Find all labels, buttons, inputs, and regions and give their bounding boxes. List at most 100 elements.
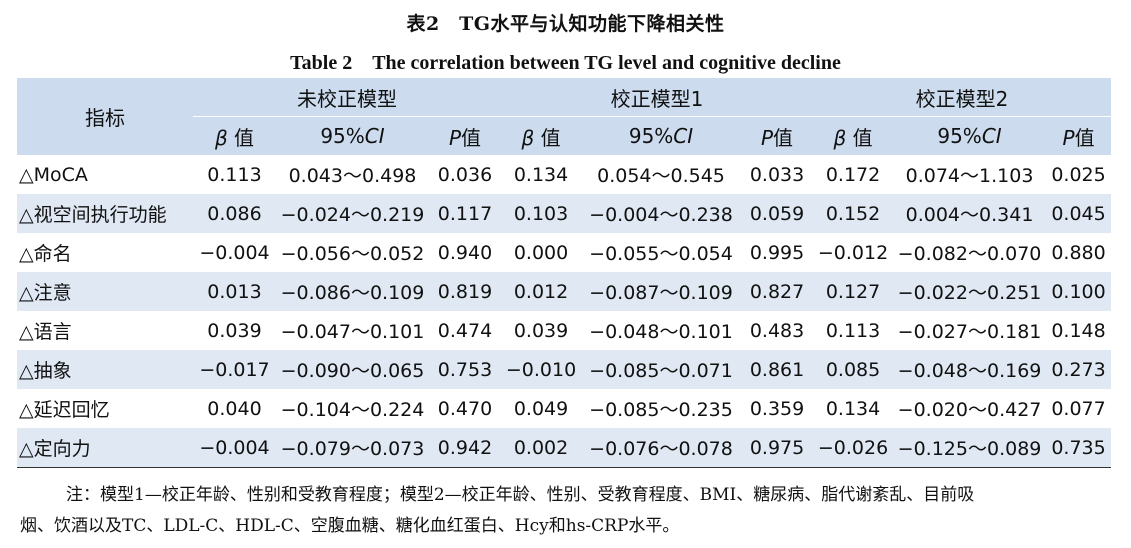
table-cell: 0.273 — [1046, 350, 1112, 389]
table-cell: −0.086～0.109 — [276, 272, 429, 311]
table-title-english: Table 2 The correlation between TG level… — [290, 52, 841, 74]
table-cell: 0.025 — [1046, 155, 1112, 194]
table-cell: −0.048～0.169 — [893, 350, 1047, 389]
table-cell: −0.012 — [813, 233, 894, 272]
table-row: △MoCA 0.113 0.043～0.498 0.036 0.134 0.054～0.5… — [17, 155, 1112, 194]
ci-label: CI — [364, 124, 385, 148]
table-cell: 0.045 — [1046, 194, 1112, 233]
footnote-line-1: 注：模型1—校正年龄、性别和受教育程度；模型2—校正年龄、性别、受教育程度、BM… — [66, 485, 975, 505]
table-cell: −0.022～0.251 — [893, 272, 1047, 311]
table-cell: −0.004 — [193, 428, 276, 468]
table-cell: 0.085 — [813, 350, 894, 389]
correlation-table: 指标 未校正模型 校正模型1 校正模型2 β 值 95%CI P值 β 值 95%CI P… — [17, 78, 1112, 468]
p-symbol: P — [760, 125, 774, 150]
beta-symbol: β — [521, 125, 535, 150]
table-cell: −0.020～0.427 — [893, 389, 1047, 428]
row-label: △MoCA — [17, 155, 193, 194]
ci-prefix: 95% — [320, 124, 365, 148]
p-symbol: P — [1062, 125, 1075, 150]
table-cell: 0.359 — [741, 389, 814, 428]
table-cell: −0.087～0.109 — [581, 272, 742, 311]
p-suffix: 值 — [461, 125, 482, 150]
table-cell: 0.470 — [429, 389, 502, 428]
p-suffix: 值 — [773, 125, 794, 150]
table-cell: 0.033 — [741, 155, 814, 194]
table-cell: −0.026 — [813, 428, 894, 468]
table-cell: −0.079～0.073 — [276, 428, 429, 468]
table-row: △注意 0.013 −0.086～0.109 0.819 0.012 −0.087～0.1… — [17, 272, 1112, 311]
table-cell: −0.125～0.089 — [893, 428, 1047, 468]
table-cell: −0.104～0.224 — [276, 389, 429, 428]
table-cell: 0.000 — [501, 233, 582, 272]
table-cell: −0.076～0.078 — [581, 428, 742, 468]
row-label: △语言 — [17, 311, 193, 350]
beta-symbol: β — [214, 125, 228, 150]
beta-suffix: 值 — [227, 125, 255, 150]
table-cell: 0.152 — [813, 194, 894, 233]
table-cell: −0.004～0.238 — [581, 194, 742, 233]
header-group-model2: 校正模型2 — [813, 78, 1112, 117]
table-cell: 0.049 — [501, 389, 582, 428]
table-cell: 0.012 — [501, 272, 582, 311]
table-cell: 0.975 — [741, 428, 814, 468]
beta-suffix: 值 — [846, 125, 873, 150]
ci-prefix: 95% — [937, 124, 982, 148]
table-cell: −0.085～0.071 — [581, 350, 742, 389]
table-cell: 0.002 — [501, 428, 582, 468]
table-cell: −0.017 — [193, 350, 276, 389]
table-cell: 0.004～0.341 — [893, 194, 1047, 233]
table-cell: 0.827 — [741, 272, 814, 311]
table-cell: 0.940 — [429, 233, 502, 272]
table-row: △命名 −0.004 −0.056～0.052 0.940 0.000 −0.055～0.… — [17, 233, 1112, 272]
table-row: △语言 0.039 −0.047～0.101 0.474 0.039 −0.048～0.1… — [17, 311, 1112, 350]
table-cell: 0.013 — [193, 272, 276, 311]
table-cell: −0.047～0.101 — [276, 311, 429, 350]
table-cell: 0.086 — [193, 194, 276, 233]
table-cell: 0.172 — [813, 155, 894, 194]
table-cell: −0.056～0.052 — [276, 233, 429, 272]
table-cell: −0.048～0.101 — [581, 311, 742, 350]
table-cell: −0.090～0.065 — [276, 350, 429, 389]
table-cell: 0.059 — [741, 194, 814, 233]
table-cell: −0.082～0.070 — [893, 233, 1047, 272]
table-cell: 0.117 — [429, 194, 502, 233]
table-cell: 0.819 — [429, 272, 502, 311]
table-cell: 0.043～0.498 — [276, 155, 429, 194]
table-cell: 0.074～1.103 — [893, 155, 1047, 194]
table-cell: 0.474 — [429, 311, 502, 350]
row-label: △延迟回忆 — [17, 389, 193, 428]
table-cell: 0.880 — [1046, 233, 1112, 272]
table-cell: 0.753 — [429, 350, 502, 389]
table-cell: 0.113 — [813, 311, 894, 350]
row-label: △视空间执行功能 — [17, 194, 193, 233]
table-cell: 0.127 — [813, 272, 894, 311]
table-cell: −0.085～0.235 — [581, 389, 742, 428]
header-beta-value: β 值 — [501, 116, 582, 155]
table-cell: −0.004 — [193, 233, 276, 272]
header-confidence-interval: 95%CI — [581, 116, 742, 155]
table-row: △定向力 −0.004 −0.079～0.073 0.942 0.002 −0.076～0… — [17, 428, 1112, 468]
header-beta-value: β 值 — [813, 116, 894, 155]
table-cell: 0.103 — [501, 194, 582, 233]
table-cell: 0.861 — [741, 350, 814, 389]
table-cell: −0.024～0.219 — [276, 194, 429, 233]
header-confidence-interval: 95%CI — [893, 116, 1047, 155]
beta-suffix: 值 — [534, 125, 561, 150]
table-cell: 0.148 — [1046, 311, 1112, 350]
header-beta-value: β 值 — [193, 116, 276, 155]
footnote-line-2: 烟、饮酒以及TC、LDL-C、HDL-C、空腹血糖、糖化血红蛋白、Hcy和hs-… — [20, 516, 680, 536]
row-label: △命名 — [17, 233, 193, 272]
p-symbol: P — [448, 125, 462, 150]
table-cell: 0.077 — [1046, 389, 1112, 428]
table-cell: 0.036 — [429, 155, 502, 194]
table-row: △抽象 −0.017 −0.090～0.065 0.753 −0.010 −0.085～0… — [17, 350, 1112, 389]
table-cell: 0.995 — [741, 233, 814, 272]
table-cell: −0.055～0.054 — [581, 233, 742, 272]
table-row: △延迟回忆 0.040 −0.104～0.224 0.470 0.049 −0.085～0… — [17, 389, 1112, 428]
table-cell: 0.039 — [501, 311, 582, 350]
table-cell: 0.735 — [1046, 428, 1112, 468]
table-cell: 0.942 — [429, 428, 502, 468]
table-cell: 0.134 — [501, 155, 582, 194]
table-cell: 0.483 — [741, 311, 814, 350]
table-cell: 0.039 — [193, 311, 276, 350]
